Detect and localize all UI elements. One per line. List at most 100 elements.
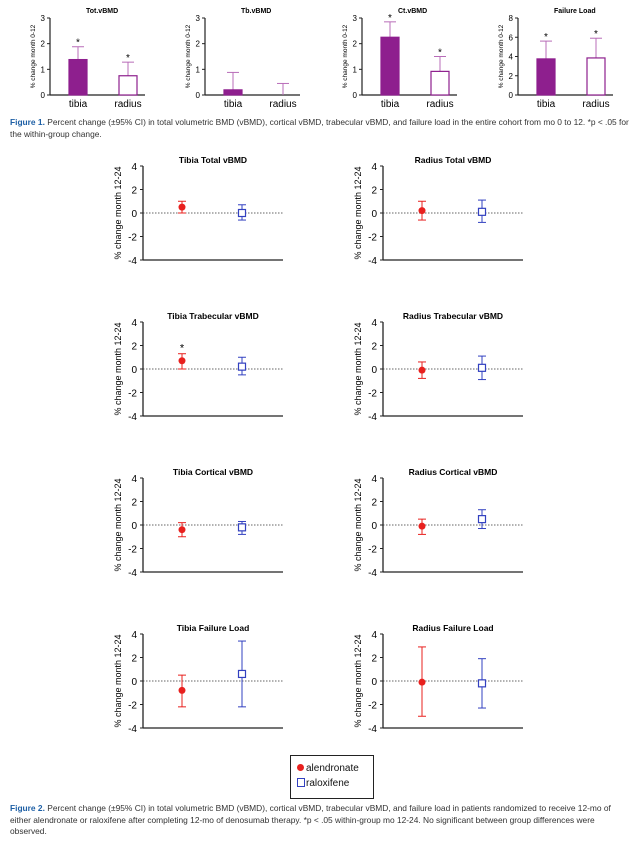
point-alendronate	[418, 207, 426, 215]
y-tick-label: 4	[509, 53, 514, 62]
y-tick-label: 2	[131, 498, 137, 509]
y-tick-label: 2	[353, 40, 358, 49]
y-tick-label: 4	[131, 318, 137, 329]
y-tick-label: 2	[371, 654, 377, 665]
x-tick-label: tibia	[69, 99, 88, 110]
figure2-text: Percent change (±95% CI) in total volume…	[10, 803, 611, 836]
significance-star: *	[76, 38, 80, 49]
y-tick-label: 2	[41, 40, 46, 49]
y-tick-label: 1	[353, 65, 358, 74]
x-tick-label: radius	[426, 99, 453, 110]
chart-title: Radius Failure Load	[412, 623, 493, 633]
point-alendronate	[178, 357, 186, 365]
y-tick-label: 2	[371, 186, 377, 197]
legend-label: raloxifene	[306, 778, 350, 789]
legend-label: alendronate	[306, 763, 359, 774]
y-tick-label: -2	[368, 545, 377, 556]
ci-chart-radius-cortical-vbmd: Radius Cortical vBMD 4 2 0 -2 -4 % change mont…	[353, 467, 523, 579]
x-tick-label: radius	[269, 99, 296, 110]
y-tick-label: 4	[371, 162, 377, 173]
y-axis-label: % change month 12-24	[113, 478, 123, 571]
chart-title: Tibia Cortical vBMD	[173, 467, 253, 477]
chart-title: Radius Trabecular vBMD	[403, 311, 503, 321]
y-axis-label: % change month 12-24	[113, 322, 123, 415]
y-axis-label: % change month 0-12	[185, 24, 192, 88]
chart-title: Radius Total vBMD	[415, 155, 492, 165]
chart-title: Tibia Total vBMD	[179, 155, 247, 165]
chart-title: Tibia Failure Load	[177, 623, 250, 633]
significance-star: *	[180, 343, 185, 355]
y-tick-label: -4	[368, 568, 377, 579]
ci-chart-tibia-total-vbmd: Tibia Total vBMD 4 2 0 -2 -4 % change month 12…	[113, 155, 283, 267]
figure2-label: Figure 2.	[10, 803, 45, 813]
y-tick-label: 2	[371, 498, 377, 509]
x-tick-label: radius	[114, 99, 141, 110]
y-tick-label: 0	[371, 521, 377, 532]
bar-chart-tb-vbmd: Tb.vBMD 0 1 2 3 % change month 0-12 tibia radiu…	[185, 8, 300, 110]
significance-star: *	[438, 48, 442, 59]
x-tick-label: tibia	[537, 99, 556, 110]
y-tick-label: -4	[128, 724, 137, 735]
y-tick-label: -2	[368, 389, 377, 400]
y-tick-label: 0	[131, 521, 137, 532]
point-alendronate	[178, 686, 186, 694]
chart-title: Failure Load	[554, 8, 596, 15]
y-tick-label: 4	[371, 318, 377, 329]
significance-star: *	[126, 53, 130, 64]
y-tick-label: 1	[41, 65, 46, 74]
y-tick-label: 2	[509, 72, 514, 81]
point-raloxifene	[477, 515, 487, 524]
chart-title: Radius Cortical vBMD	[409, 467, 498, 477]
point-raloxifene	[237, 523, 247, 532]
point-alendronate	[418, 522, 426, 530]
ci-chart-radius-total-vbmd: Radius Total vBMD 4 2 0 -2 -4 % change month 1…	[353, 155, 523, 267]
y-tick-label: 0	[371, 365, 377, 376]
y-tick-label: 4	[131, 474, 137, 485]
chart-title: Tibia Trabecular vBMD	[167, 311, 258, 321]
y-axis-label: % change month 12-24	[353, 322, 363, 415]
ci-chart-tibia-cortical-vbmd: Tibia Cortical vBMD 4 2 0 -2 -4 % change month…	[113, 467, 283, 579]
y-tick-label: 2	[131, 186, 137, 197]
bar-chart-ct-vbmd: Ct.vBMD 0 1 2 3 % change month 0-12 * tibia * rad…	[342, 8, 457, 110]
y-tick-label: 0	[371, 677, 377, 688]
bar-radius	[118, 75, 138, 96]
point-raloxifene	[477, 363, 487, 372]
y-tick-label: 2	[371, 342, 377, 353]
y-tick-label: 3	[353, 14, 358, 23]
y-tick-label: 4	[371, 630, 377, 641]
point-alendronate	[178, 526, 186, 534]
point-raloxifene	[237, 208, 247, 218]
y-axis-label: % change month 12-24	[353, 166, 363, 259]
x-tick-label: tibia	[224, 99, 243, 110]
y-tick-label: 3	[196, 14, 201, 23]
y-tick-label: 2	[131, 654, 137, 665]
significance-star: *	[388, 13, 392, 24]
ci-chart-tibia-trabecular-vbmd: Tibia Trabecular vBMD 4 2 0 -2 -4 % change mon…	[113, 311, 283, 423]
y-tick-label: -2	[368, 233, 377, 244]
y-axis-label: % change month 0-12	[498, 24, 505, 88]
point-raloxifene	[477, 679, 487, 688]
y-tick-label: -2	[128, 233, 137, 244]
point-raloxifene	[237, 362, 247, 371]
point-raloxifene	[477, 207, 487, 216]
y-tick-label: 4	[131, 162, 137, 173]
y-tick-label: 0	[196, 91, 201, 100]
chart-title: Ct.vBMD	[398, 8, 427, 15]
y-tick-label: 4	[371, 474, 377, 485]
chart-title: Tb.vBMD	[241, 8, 271, 15]
y-tick-label: 1	[196, 65, 201, 74]
bar-chart-failure-load: Failure Load 0 2 4 6 8 % change month 0-12 * tib…	[498, 8, 613, 110]
y-axis-label: % change month 12-24	[113, 634, 123, 727]
legend: alendronate raloxifene	[290, 755, 374, 799]
figure1-caption: Figure 1. Percent change (±95% CI) in to…	[10, 117, 630, 140]
point-alendronate	[418, 366, 426, 374]
circle-marker-icon	[297, 764, 304, 771]
y-tick-label: 2	[131, 342, 137, 353]
legend-item-raloxifene: raloxifene	[297, 776, 373, 791]
y-tick-label: 4	[131, 630, 137, 641]
ci-chart-tibia-failure-load: Tibia Failure Load 4 2 0 -2 -4 % change month …	[113, 623, 283, 735]
y-tick-label: -2	[368, 701, 377, 712]
y-tick-label: -2	[128, 545, 137, 556]
point-raloxifene	[237, 669, 247, 679]
